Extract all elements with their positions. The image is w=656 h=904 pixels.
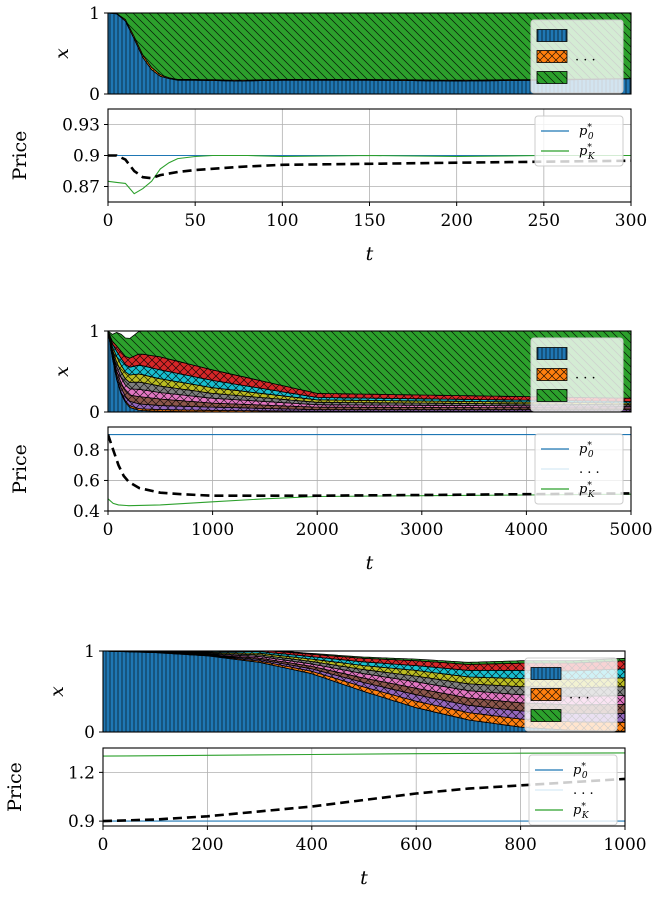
y-tick-label: 0.6 — [73, 471, 100, 491]
panel-top-price: 0.87 0.9 0.93 0 50 100 150 200 250 300 Price t p* 0p*… — [9, 108, 647, 265]
x-tick-label: 100 — [266, 211, 298, 231]
y-tick-label: 0 — [84, 723, 95, 743]
legend-swatch — [530, 709, 562, 722]
panel-top-share: 0 1 x . . . — [51, 4, 632, 105]
x-tick-label: 5000 — [609, 520, 652, 540]
x-axis-label: t — [366, 243, 374, 265]
legend-label: . . . — [579, 462, 600, 477]
legend-label: p* 0 — [579, 441, 594, 460]
y-axis-label: x — [51, 48, 73, 59]
x-tick-label: 600 — [400, 835, 432, 855]
legend-label: . . . — [573, 783, 594, 798]
y-tick-label: 0.9 — [68, 812, 95, 832]
y-tick-label: 0.9 — [73, 147, 100, 167]
x-tick-label: 200 — [440, 211, 472, 231]
y-tick-label: 1 — [84, 642, 95, 662]
y-axis-label: x — [46, 686, 68, 697]
y-tick-label: 1.2 — [68, 763, 95, 783]
legend-box — [528, 754, 618, 826]
area-band-LK — [108, 331, 631, 399]
legend-label: p* K — [573, 802, 590, 821]
x-tick-label: 400 — [296, 835, 328, 855]
legend-swatch — [530, 688, 562, 701]
y-axis-label: Price — [4, 762, 26, 812]
x-tick-label: 150 — [353, 211, 385, 231]
x-tick-label: 50 — [184, 211, 206, 231]
x-tick-label: 1000 — [603, 835, 646, 855]
y-tick-label: 1 — [89, 4, 100, 24]
y-tick-label: 0.93 — [62, 116, 100, 136]
legend-box — [534, 115, 624, 167]
x-tick-label: 200 — [191, 835, 223, 855]
legend-box — [534, 433, 624, 505]
y-tick-label: 0.87 — [62, 178, 100, 198]
legend-label: p* 0 — [579, 123, 594, 142]
y-tick-label: 0.8 — [73, 441, 100, 461]
y-tick-label: 0 — [89, 403, 100, 423]
legend-swatch — [536, 347, 568, 360]
panel-bottom-share: 0 1 x . . . — [46, 642, 626, 743]
axes-frame — [107, 426, 632, 512]
x-tick-label: 2000 — [296, 520, 339, 540]
axes-frame — [107, 12, 632, 95]
x-tick-label: 800 — [504, 835, 536, 855]
legend-swatch — [530, 667, 562, 680]
legend-label: . . . — [575, 50, 596, 65]
x-tick-label: 1000 — [191, 520, 234, 540]
series-line-pK — [103, 752, 625, 757]
x-tick-label: 3000 — [400, 520, 443, 540]
series-line-mean — [108, 154, 631, 180]
series-line-mean — [108, 434, 631, 498]
panel-middle-share: 0 1 x . . . — [51, 322, 632, 423]
panel-middle-price: 0.4 0.6 0.8 0 1000 2000 3000 4000 5000 Price t p* 0.… — [9, 426, 653, 574]
y-tick-label: 1 — [89, 322, 100, 342]
legend-label: . . . — [575, 368, 596, 383]
plot-area — [108, 109, 631, 202]
series-line-pK — [108, 154, 631, 195]
legend-swatch — [536, 71, 568, 84]
x-tick-label: 250 — [528, 211, 560, 231]
x-tick-label: 0 — [103, 520, 114, 540]
x-tick-label: 300 — [615, 211, 647, 231]
panel-bottom-price: 0.9 1.2 0 200 400 600 800 1000 Price t p* 0 . . . p* K — [4, 747, 647, 889]
y-axis-label: Price — [9, 444, 31, 494]
x-tick-label: 0 — [98, 835, 109, 855]
legend-label: p* K — [579, 143, 596, 162]
axes-frame — [102, 747, 626, 827]
legend-swatch — [536, 29, 568, 42]
legend-swatch — [536, 50, 568, 63]
y-tick-label: 0.4 — [73, 502, 100, 522]
legend-label: . . . — [569, 688, 590, 703]
axes-frame — [107, 330, 632, 413]
legend-label: p* 0 — [573, 762, 588, 781]
plot-area — [103, 651, 625, 732]
area-band-LK — [108, 13, 631, 81]
x-tick-label: 4000 — [505, 520, 548, 540]
axes-frame — [102, 650, 626, 733]
x-axis-label: t — [360, 867, 368, 889]
plot-area — [108, 331, 631, 412]
legend-label: p* K — [579, 481, 596, 500]
x-tick-label: 0 — [103, 211, 114, 231]
y-axis-label: x — [51, 366, 73, 377]
legend-swatch — [536, 389, 568, 402]
legend-swatch — [536, 368, 568, 381]
x-axis-label: t — [366, 552, 374, 574]
y-axis-label: Price — [9, 131, 31, 181]
y-tick-label: 0 — [89, 85, 100, 105]
